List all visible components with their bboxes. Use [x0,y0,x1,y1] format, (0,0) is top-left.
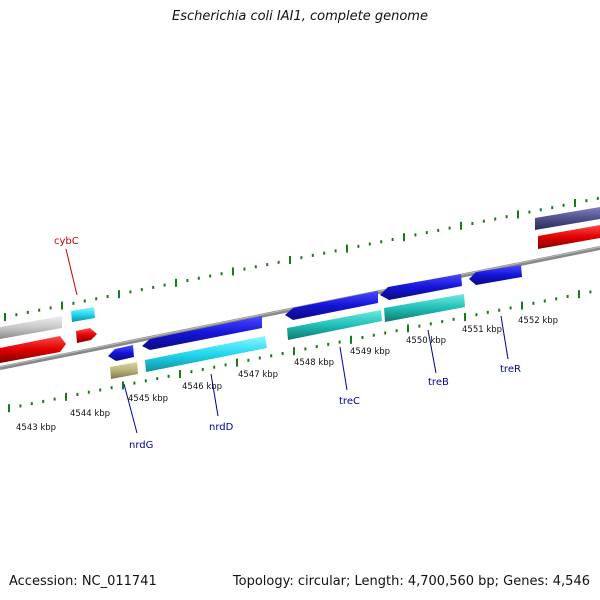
gene-feature-nrdd [142,316,262,350]
scale-label: 4544 kbp [70,409,110,419]
gene-feature-red-right [538,225,600,249]
leader-line-treb [427,329,437,374]
gene-feature-purple [535,207,600,230]
gene-feature-trec [285,291,378,320]
gene-feature-olive [110,362,138,379]
scale-label: 4547 kbp [238,370,278,380]
gene-label-trec: treC [339,396,360,407]
accession-text: Accession: NC_011741 [9,574,157,589]
gene-feature-nrdg [108,345,134,361]
gene-label-treb: treB [428,377,449,388]
gene-label-nrdg: nrdG [129,440,153,451]
scale-label: 4552 kbp [518,316,558,326]
topology-text: Topology: circular; Length: 4,700,560 bp… [232,574,590,589]
lower-tick-track [8,290,592,413]
gene-feature-red-small [76,328,97,343]
gene-feature-cyan-nrdd [145,336,267,372]
upper-tick-track [4,196,599,321]
gene-feature-trer [469,265,522,285]
leader-line-nrdg [123,383,138,434]
gene-feature-treb [380,274,462,300]
leader-line-trer [500,315,509,360]
scale-label: 4550 kbp [406,336,446,346]
gene-label-nrdd: nrdD [209,422,234,433]
gene-label-trer: treR [500,364,521,375]
leader-line-cybc [65,248,78,296]
scale-label: 4549 kbp [350,347,390,357]
scale-label: 4546 kbp [182,382,222,392]
scale-label: 4545 kbp [128,394,168,404]
gene-feature-gray [0,316,62,339]
gene-label-cybc: cybC [54,236,79,247]
leader-line-trec [339,346,348,391]
scale-label: 4548 kbp [294,358,334,368]
page-title: Escherichia coli IAI1, complete genome [172,9,428,24]
gene-feature-teal-treb [384,294,465,322]
gene-feature-red-left [0,336,66,363]
scale-label: 4543 kbp [16,423,56,433]
leader-line-nrdd [210,373,219,417]
gene-feature-teal-trec [287,310,382,340]
scale-label: 4551 kbp [462,325,502,335]
gene-feature-cybc [71,307,95,322]
